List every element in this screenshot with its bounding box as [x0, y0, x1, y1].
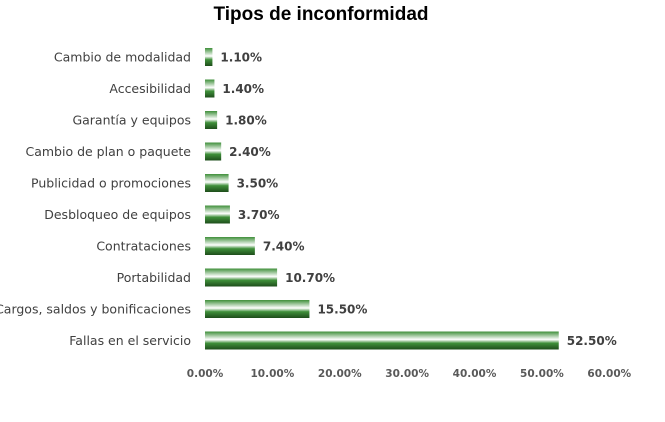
data-label: 1.10% — [220, 51, 262, 65]
category-label: Desbloqueo de equipos — [44, 207, 191, 222]
bar — [205, 205, 230, 224]
data-label: 15.50% — [317, 303, 367, 317]
data-label: 10.70% — [285, 271, 335, 285]
x-tick-label: 30.00% — [385, 368, 429, 380]
chart-title: Tipos de inconformidad — [214, 4, 429, 25]
x-tick-label: 10.00% — [251, 368, 295, 380]
data-label: 1.80% — [225, 114, 267, 128]
data-label: 52.50% — [567, 334, 617, 348]
category-label: Fallas en el servicio — [69, 333, 191, 348]
bar — [205, 268, 278, 287]
category-label: Accesibilidad — [109, 81, 191, 96]
bars-group — [205, 48, 559, 350]
x-tick-label: 20.00% — [318, 368, 362, 380]
data-label: 1.40% — [222, 82, 264, 96]
category-label: Contrataciones — [96, 239, 191, 254]
bar — [205, 300, 310, 318]
category-label: Portabilidad — [117, 270, 191, 285]
bar — [205, 142, 222, 161]
bar — [205, 79, 215, 98]
bar — [205, 237, 255, 255]
x-axis-ticks: 0.00% 10.00% 20.00% 30.00% 40.00% 50.00% 60.00… — [187, 368, 632, 380]
category-label: Cambio de plan o paquete — [25, 144, 191, 159]
x-tick-label: 60.00% — [587, 368, 631, 380]
category-label: Garantía y equipos — [72, 113, 191, 128]
data-label: 2.40% — [229, 145, 271, 159]
data-labels: 1.10% 1.40% 1.80% 2.40% 3.50% 3.70% 7.40% 10.70… — [220, 51, 616, 349]
category-label: Publicidad o promociones — [31, 176, 191, 191]
x-tick-label: 50.00% — [520, 368, 564, 380]
x-tick-label: 0.00% — [187, 368, 224, 380]
bar — [205, 48, 213, 66]
bar — [205, 111, 218, 129]
x-tick-label: 40.00% — [453, 368, 497, 380]
category-label: Cargos, saldos y bonificaciones — [0, 302, 191, 317]
data-label: 3.50% — [237, 177, 279, 191]
bar — [205, 174, 229, 192]
data-label: 7.40% — [263, 240, 305, 254]
category-labels: Cambio de modalidad Accesibilidad Garantía… — [0, 50, 191, 349]
category-label: Cambio de modalidad — [54, 50, 191, 65]
data-label: 3.70% — [238, 208, 280, 222]
bar — [205, 331, 559, 350]
